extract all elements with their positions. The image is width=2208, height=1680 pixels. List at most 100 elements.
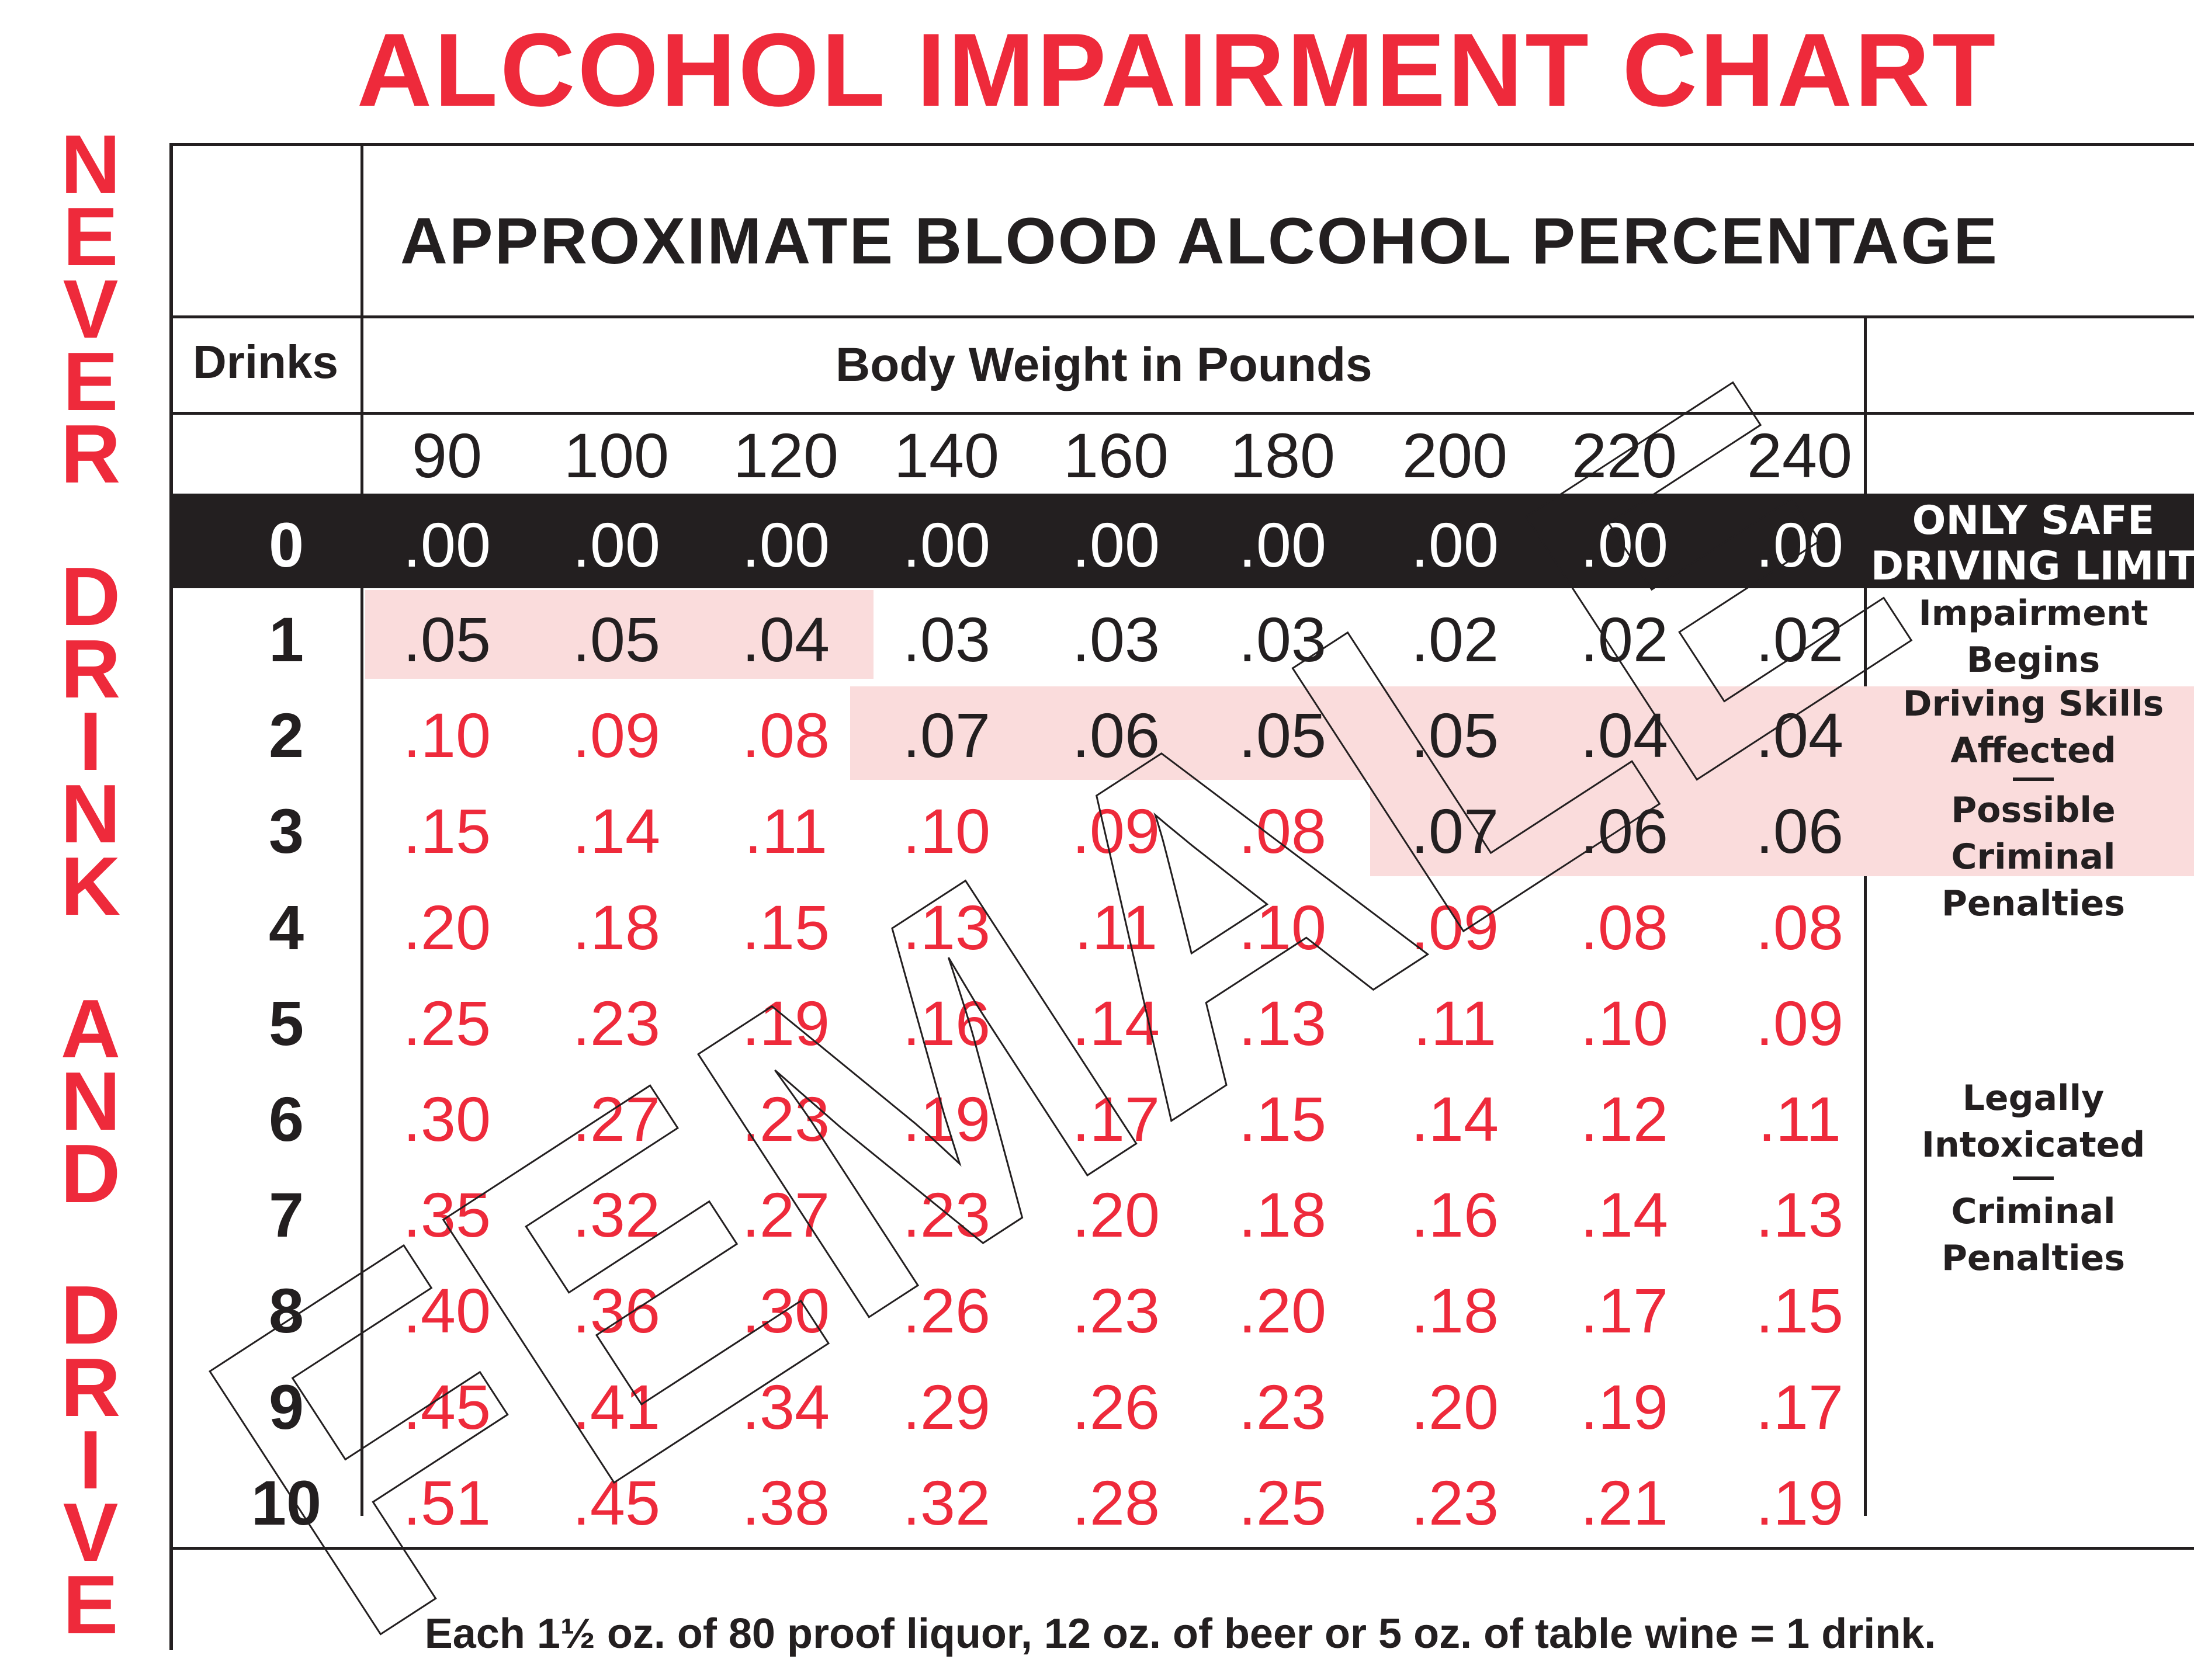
bac-cell: .18 [572,891,661,963]
effect-line: Penalties [1941,1238,2126,1279]
bac-cell: .10 [1580,987,1669,1058]
body-weight-header: Body Weight in Pounds [836,338,1372,391]
drinks-count-2: 2 [268,700,304,771]
bac-cell: .20 [1072,1179,1160,1251]
bac-cell: .23 [902,1179,991,1251]
bottom-rule [169,1547,2194,1550]
bac-cell: .25 [403,987,491,1058]
bac-cell: .07 [1410,796,1499,867]
drinks-count-8: 8 [268,1275,304,1346]
bac-cell: .14 [1580,1179,1669,1251]
bac-cell: .06 [1072,700,1160,771]
bac-cell: .29 [902,1371,991,1442]
effect-line: Criminal Penalties [1941,836,2126,924]
bac-cell: .11 [1758,1084,1842,1154]
drinks-header: Drinks [193,336,338,388]
drinks-count-4: 4 [268,891,304,963]
bac-cell: .06 [1580,796,1669,867]
drinks-count-9: 9 [268,1371,304,1442]
impairment-band-row2 [850,686,2194,780]
impairment-band-row3 [1370,777,2194,876]
bac-cell: .19 [1755,1467,1844,1538]
bac-cell: .13 [902,891,991,963]
header-rule [169,315,2194,318]
subheader-rule [169,412,2194,415]
bac-cell: .06 [1755,796,1844,867]
weight-header-180: 180 [1229,420,1336,491]
bac-cell: .26 [902,1275,991,1346]
bac-cell: .21 [1580,1467,1669,1538]
frame-left-line [169,143,173,1650]
weight-header-140: 140 [893,420,1000,491]
bac-cell: .14 [572,796,661,867]
drinks-count-3: 3 [268,796,304,867]
table-title: APPROXIMATE BLOOD ALCOHOL PERCENTAGE [400,204,1999,277]
bac-cell: .11 [1074,891,1158,963]
bac-cell: .05 [403,604,491,675]
bac-cell: .27 [572,1084,661,1154]
effect-line: Criminal [1951,1191,2116,1232]
bac-cell: .19 [1580,1371,1669,1442]
bac-cell: .05 [1238,700,1327,771]
bac-cell: .03 [1072,604,1160,675]
bac-cell: .05 [572,604,661,675]
watermark-text: FEMALE [131,285,1980,1680]
drinks-count-0: 0 [268,509,304,580]
bac-cell: .02 [1410,604,1499,675]
bac-cell: .41 [572,1371,661,1442]
bac-cell: .19 [741,987,830,1058]
effect-label-rows-2-3: Driving Skills Affected Possible Criminal P… [1870,681,2197,927]
bac-cell: .36 [572,1275,661,1346]
bac-cell: .03 [1238,604,1327,675]
bac-cell: .15 [1755,1275,1844,1346]
effect-line: DRIVING LIMIT [1870,543,2196,589]
bac-cell: .13 [1755,1179,1844,1251]
bac-cell: .45 [403,1371,491,1442]
bac-cell: .30 [741,1275,830,1346]
bac-cell: .02 [1755,604,1844,675]
bac-cell: .32 [902,1467,991,1538]
chart-title: ALCOHOL IMPAIRMENT CHART [356,12,1998,128]
bac-cell: .00 [902,509,991,580]
bac-cell: .32 [572,1179,661,1251]
weight-header-160: 160 [1063,420,1169,491]
bac-cell: .23 [1410,1467,1499,1538]
effect-line: Driving Skills [1902,683,2164,724]
drinks-count-6: 6 [268,1084,304,1154]
bac-cell: .05 [1410,700,1499,771]
effect-line: ONLY SAFE [1912,498,2155,544]
bac-cell: .10 [1238,891,1327,963]
weight-header-100: 100 [563,420,670,491]
effect-line: Begins [1966,640,2100,681]
drink-definition-note: Each 1½ oz. of 80 proof liquor, 12 oz. o… [424,1610,1936,1657]
bac-cell: .25 [1238,1467,1327,1538]
bac-cell: .04 [741,604,830,675]
bac-cell: .00 [572,509,661,580]
effects-column-divider [1864,318,1867,1516]
effect-separator [2013,1176,2054,1180]
bac-cell: .03 [902,604,991,675]
bac-cell: .17 [1580,1275,1669,1346]
bac-cell: .34 [741,1371,830,1442]
bac-cell: .08 [741,700,830,771]
drinks-count-5: 5 [268,987,304,1058]
bac-cell: .07 [902,700,991,771]
bac-cell: .18 [1238,1179,1327,1251]
bac-cell: .35 [403,1179,491,1251]
top-rule [169,143,2194,146]
bac-cell: .00 [1580,509,1669,580]
weight-header-120: 120 [733,420,839,491]
bac-cell: .12 [1580,1084,1669,1154]
bac-cell: .23 [572,987,661,1058]
bac-cell: .08 [1580,891,1669,963]
weight-header-220: 220 [1571,420,1677,491]
bac-cell: .09 [1072,796,1160,867]
bac-cell: .11 [744,796,828,867]
weight-header-240: 240 [1746,420,1853,491]
bac-cell: .09 [1410,891,1499,963]
bac-cell: .14 [1072,987,1160,1058]
